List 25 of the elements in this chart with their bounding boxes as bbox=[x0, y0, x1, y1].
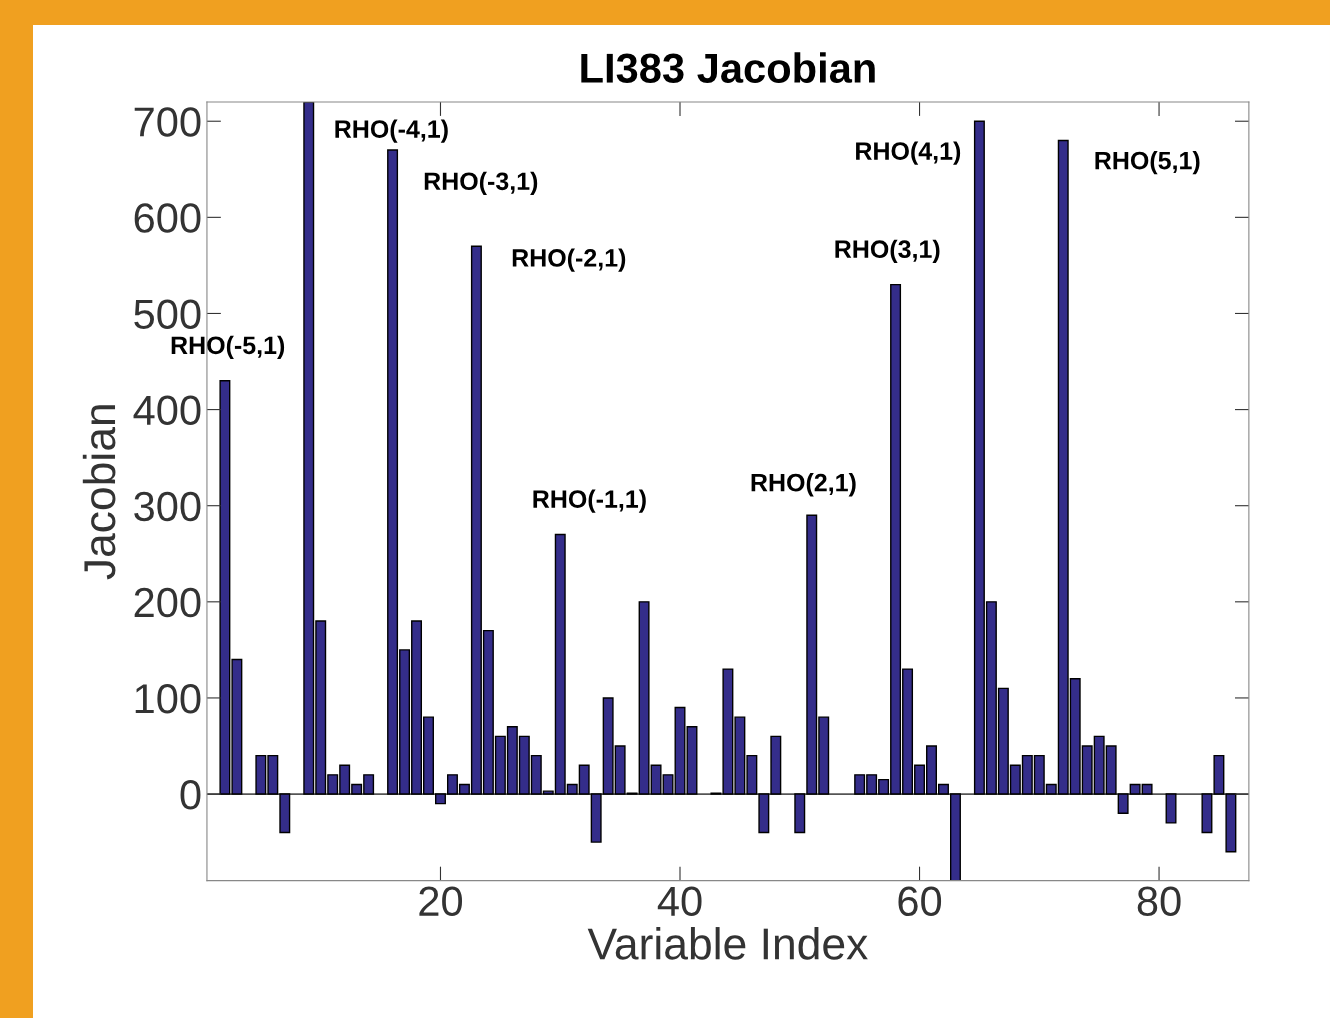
y-tick-label: 200 bbox=[134, 587, 201, 618]
y-tick-label: 0 bbox=[180, 780, 201, 810]
annotation: RHO(-2,1) bbox=[512, 248, 626, 272]
annotation: RHO(-5,1) bbox=[171, 335, 285, 360]
y-tick-label: 100 bbox=[135, 683, 201, 714]
y-tick-label: 700 bbox=[134, 107, 201, 137]
annotation: RHO(-4,1) bbox=[335, 119, 448, 143]
annotation: RHO(-1,1) bbox=[533, 489, 646, 513]
y-tick-label: 300 bbox=[134, 491, 201, 522]
y-axis-title: Jacobian bbox=[82, 405, 116, 580]
x-tick-label: 40 bbox=[657, 886, 702, 917]
annotation: RHO(3,1) bbox=[835, 239, 940, 263]
x-axis-title: Variable Index bbox=[587, 927, 868, 960]
y-tick-label: 500 bbox=[134, 299, 201, 329]
x-tick-label: 20 bbox=[419, 886, 463, 917]
x-tick-label: 60 bbox=[898, 886, 942, 917]
annotation: RHO(4,1) bbox=[856, 141, 961, 165]
annotation: RHO(5,1) bbox=[1095, 151, 1200, 175]
annotation: RHO(2,1) bbox=[751, 473, 856, 497]
bar bbox=[1165, 793, 1177, 824]
chart-title: LI383 Jacobian bbox=[581, 52, 875, 84]
annotation: RHO(-3,1) bbox=[424, 171, 538, 196]
y-tick-label: 600 bbox=[134, 203, 201, 233]
x-tick-label: 80 bbox=[1137, 886, 1181, 917]
y-tick-label: 400 bbox=[133, 395, 201, 426]
